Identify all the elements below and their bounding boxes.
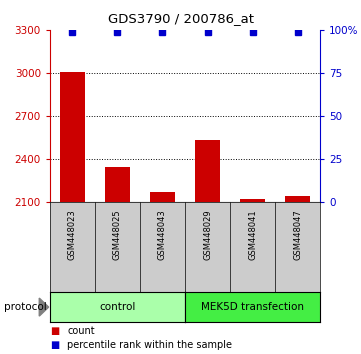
Text: percentile rank within the sample: percentile rank within the sample: [67, 340, 232, 350]
Bar: [105, 167, 130, 202]
Text: GSM448023: GSM448023: [68, 209, 77, 260]
Text: GDS3790 / 200786_at: GDS3790 / 200786_at: [108, 12, 253, 25]
Text: GSM448025: GSM448025: [113, 209, 122, 259]
Bar: [150, 192, 175, 202]
Bar: [195, 140, 220, 202]
Text: ■: ■: [50, 340, 59, 350]
Text: GSM448041: GSM448041: [248, 209, 257, 259]
Bar: [240, 199, 265, 202]
Text: GSM448029: GSM448029: [203, 209, 212, 259]
Polygon shape: [39, 298, 49, 316]
Text: GSM448047: GSM448047: [293, 209, 302, 260]
Text: GSM448043: GSM448043: [158, 209, 167, 260]
Text: count: count: [67, 326, 95, 336]
Text: MEK5D transfection: MEK5D transfection: [201, 302, 304, 312]
Text: ■: ■: [50, 326, 59, 336]
Bar: [285, 196, 310, 202]
Bar: [60, 72, 85, 202]
Text: protocol: protocol: [4, 302, 46, 312]
Text: control: control: [99, 302, 136, 312]
